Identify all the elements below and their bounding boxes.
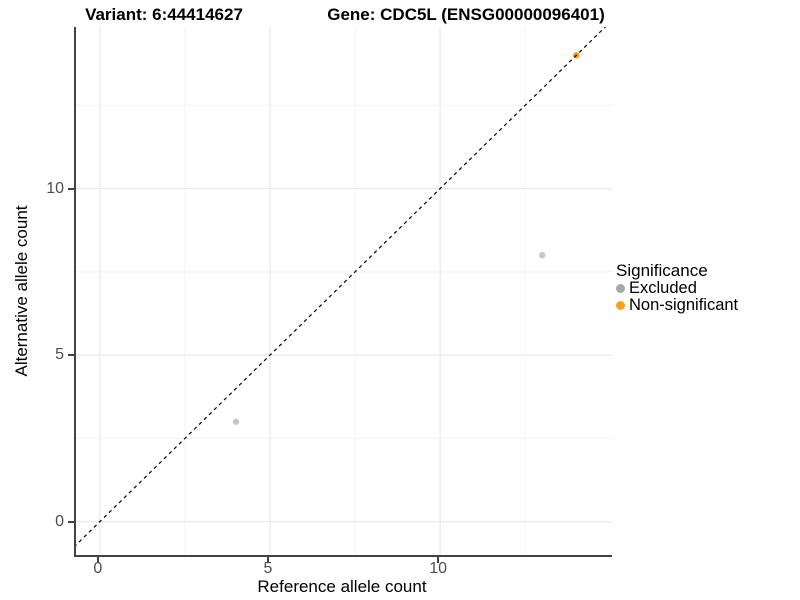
data-point-excluded [232,418,240,425]
identity-line [76,27,607,546]
x-tick-mark [96,557,99,563]
legend: Significance Excluded Non-significant [616,261,798,314]
data-point-excluded [539,251,546,259]
y-tick-mark [68,354,74,357]
legend-label-non-significant: Non-significant [629,296,739,314]
variant-title: Variant: 6:44414627 [85,5,243,24]
gene-title: Gene: CDC5L (ENSG00000096401) [327,5,605,24]
x-tick-label: 10 [429,560,448,577]
y-tick-mark [68,187,74,190]
legend-key-excluded-dot-icon [616,284,625,293]
plot-panel [74,27,612,557]
x-tick-label: 5 [263,560,273,577]
legend-entry-excluded: Excluded [616,279,798,297]
y-tick-label: 5 [55,346,64,364]
x-axis-title: Reference allele count [257,577,427,596]
legend-key-non-significant-dot-icon [616,301,625,310]
legend-title: Significance [616,261,708,280]
x-tick-label: 0 [93,560,103,577]
x-tick-mark [437,557,440,563]
scatter-canvas [76,27,612,555]
x-tick-mark [266,557,269,563]
legend-entry-non-significant: Non-significant [616,296,798,314]
y-tick-label: 0 [55,512,64,530]
y-tick-label: 10 [46,179,64,197]
legend-label-excluded: Excluded [629,279,697,297]
y-tick-mark [68,520,74,523]
y-axis-title: Alternative allele count [12,205,31,377]
